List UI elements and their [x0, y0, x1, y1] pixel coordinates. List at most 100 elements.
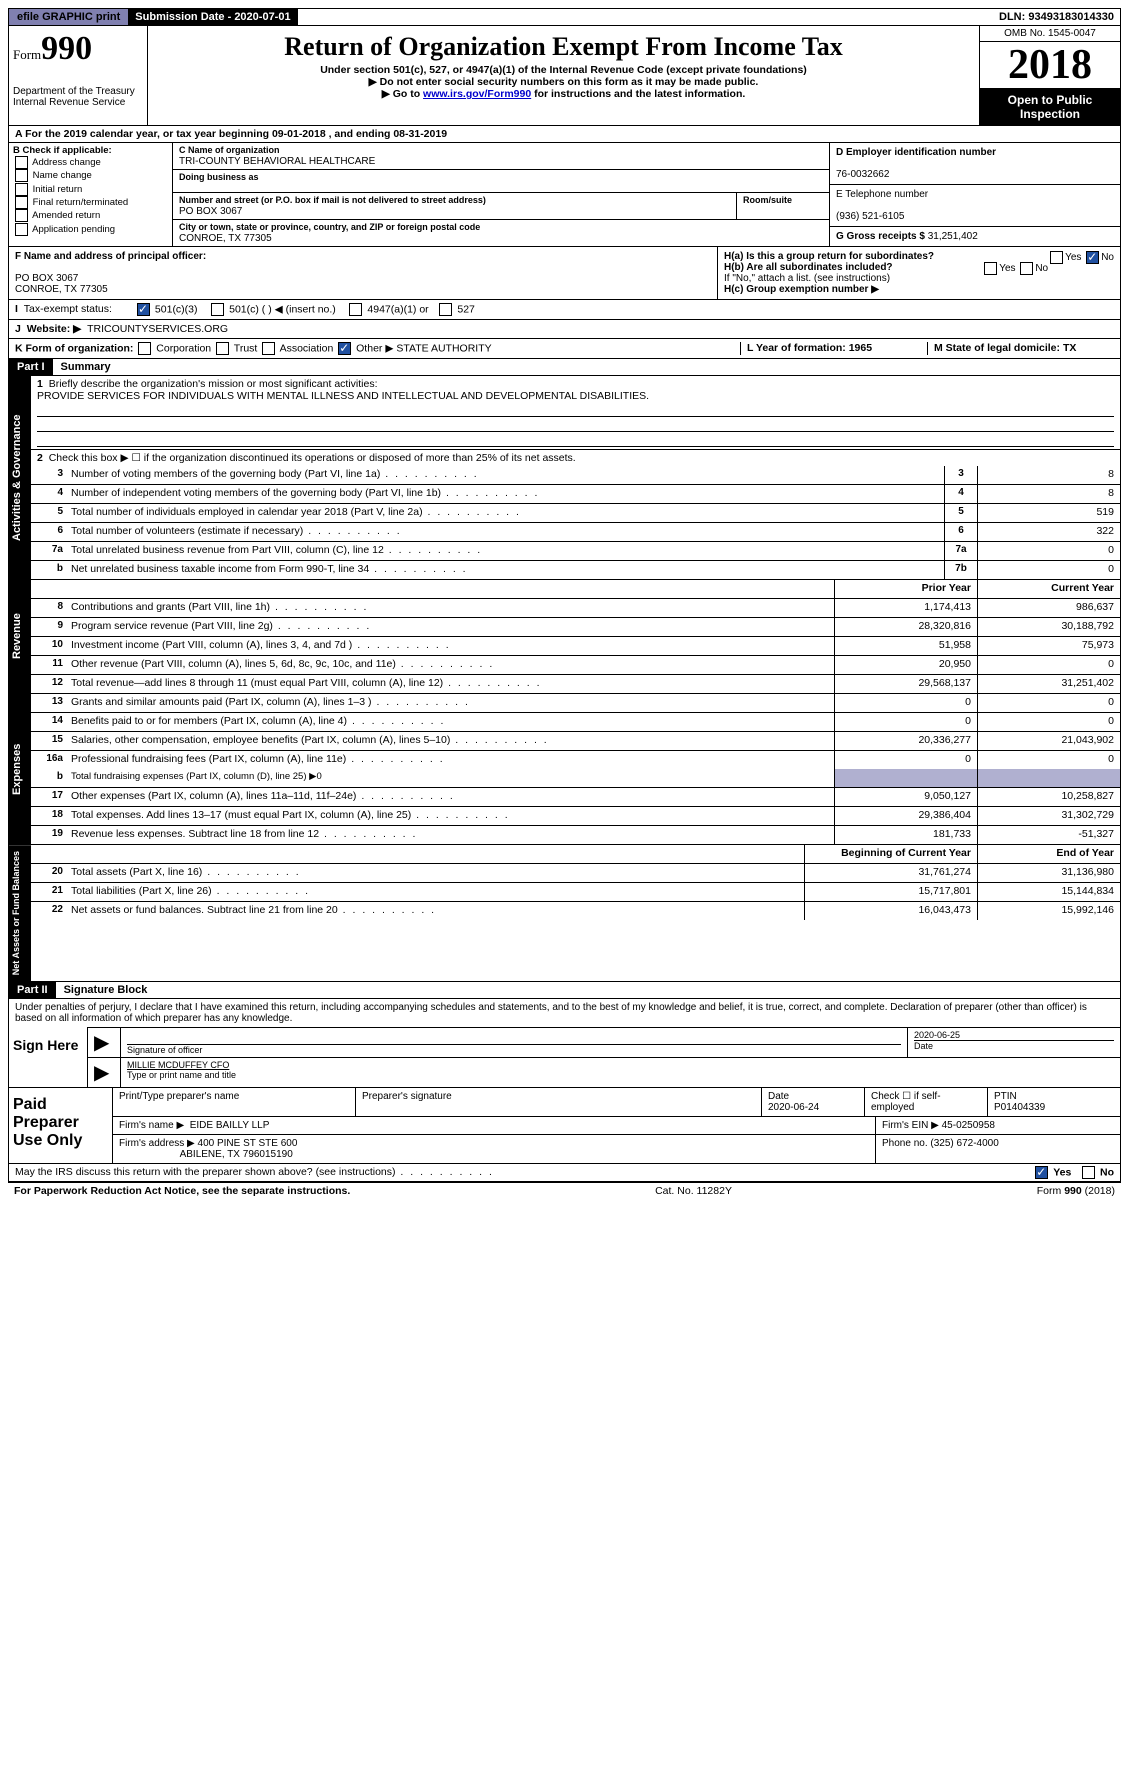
chk-corp[interactable] [138, 342, 151, 355]
website-value: TRICOUNTYSERVICES.ORG [87, 323, 228, 335]
subtitle-3: Go to www.irs.gov/Form990 for instructio… [152, 88, 975, 100]
side-expenses: Expenses [9, 694, 31, 844]
row-j-website: J Website: ▶ TRICOUNTYSERVICES.ORG [8, 320, 1121, 339]
subtitle-2: Do not enter social security numbers on … [152, 76, 975, 88]
officer-name-title: MILLIE MCDUFFEY CFO [127, 1060, 229, 1070]
data-line: 13Grants and similar amounts paid (Part … [31, 694, 1120, 713]
submission-date: Submission Date - 2020-07-01 [129, 9, 297, 25]
part-i-header: Part I Summary [8, 359, 1121, 376]
dept-label: Department of the Treasury Internal Reve… [13, 86, 143, 108]
state-domicile: M State of legal domicile: TX [927, 342, 1114, 355]
chk-address-change[interactable]: Address change [13, 156, 168, 169]
subtitle-1: Under section 501(c), 527, or 4947(a)(1)… [152, 64, 975, 76]
prep-name-label: Print/Type preparer's name [113, 1088, 356, 1116]
org-address: PO BOX 3067 [179, 206, 242, 217]
firm-name: EIDE BAILLY LLP [190, 1120, 270, 1131]
prep-date: 2020-06-24 [768, 1102, 819, 1113]
chk-527[interactable] [439, 303, 452, 316]
sign-here-label: Sign Here [9, 1027, 88, 1087]
data-line: 12Total revenue—add lines 8 through 11 (… [31, 675, 1120, 693]
chk-name-change[interactable]: Name change [13, 169, 168, 182]
prep-sig-label: Preparer's signature [356, 1088, 762, 1116]
gross-label: G Gross receipts $ [836, 231, 928, 242]
open-public-badge: Open to Public Inspection [980, 89, 1120, 125]
officer-label: F Name and address of principal officer: [15, 251, 206, 262]
chk-501c3[interactable] [137, 303, 150, 316]
side-net: Net Assets or Fund Balances [9, 845, 31, 981]
section-revenue: Revenue Prior Year Current Year 8Contrib… [8, 580, 1121, 694]
gov-line: 6Total number of volunteers (estimate if… [31, 523, 1120, 542]
row-a-tax-year: A For the 2019 calendar year, or tax yea… [8, 126, 1121, 143]
chk-trust[interactable] [216, 342, 229, 355]
ein-value: 76-0032662 [836, 169, 889, 180]
declaration-text: Under penalties of perjury, I declare th… [9, 999, 1120, 1027]
year-formation: L Year of formation: 1965 [740, 342, 927, 355]
irs-link[interactable]: www.irs.gov/Form990 [423, 88, 531, 100]
footer: For Paperwork Reduction Act Notice, see … [8, 1182, 1121, 1199]
firm-phone: (325) 672-4000 [930, 1138, 998, 1149]
chk-other[interactable] [338, 342, 351, 355]
col-b-checkboxes: B Check if applicable: Address change Na… [9, 143, 173, 246]
tax-year: 2018 [980, 42, 1120, 89]
ein-label: D Employer identification number [836, 147, 996, 158]
firm-addr1: 400 PINE ST STE 600 [198, 1138, 298, 1149]
addr-label: Number and street (or P.O. box if mail i… [179, 195, 486, 205]
date-label: Date [914, 1040, 1114, 1051]
org-name-label: C Name of organization [179, 145, 280, 155]
dln: DLN: 93493183014330 [993, 9, 1120, 25]
section-governance: Activities & Governance 1 Briefly descri… [8, 376, 1121, 580]
col-current-year: Current Year [977, 580, 1120, 598]
col-end-year: End of Year [977, 845, 1120, 863]
row-i-tax-status: I Tax-exempt status: 501(c)(3) 501(c) ( … [8, 300, 1121, 320]
h-c: H(c) Group exemption number ▶ [724, 284, 1114, 295]
row-fh: F Name and address of principal officer:… [8, 247, 1121, 300]
chk-final-return[interactable]: Final return/terminated [13, 196, 168, 209]
col-begin-year: Beginning of Current Year [804, 845, 977, 863]
data-line: 8Contributions and grants (Part VIII, li… [31, 599, 1120, 618]
data-line: 15Salaries, other compensation, employee… [31, 732, 1120, 751]
discuss-row: May the IRS discuss this return with the… [8, 1164, 1121, 1182]
data-line: 10Investment income (Part VIII, column (… [31, 637, 1120, 656]
side-revenue: Revenue [9, 580, 31, 693]
chk-initial-return[interactable]: Initial return [13, 183, 168, 196]
data-line: 22Net assets or fund balances. Subtract … [31, 902, 1120, 920]
room-label: Room/suite [743, 195, 792, 205]
line-16b: Total fundraising expenses (Part IX, col… [67, 769, 834, 787]
org-name: TRI-COUNTY BEHAVIORAL HEALTHCARE [179, 156, 375, 167]
line-2: Check this box ▶ ☐ if the organization d… [49, 452, 576, 464]
tel-value: (936) 521-6105 [836, 211, 904, 222]
chk-assoc[interactable] [262, 342, 275, 355]
tel-label: E Telephone number [836, 189, 928, 200]
omb-number: OMB No. 1545-0047 [980, 26, 1120, 42]
chk-501c[interactable] [211, 303, 224, 316]
type-name-label: Type or print name and title [127, 1070, 1114, 1080]
self-employed-check[interactable]: Check ☐ if self-employed [865, 1088, 988, 1116]
data-line: 14Benefits paid to or for members (Part … [31, 713, 1120, 732]
chk-amended[interactable]: Amended return [13, 209, 168, 222]
discuss-yes[interactable] [1035, 1166, 1048, 1179]
form-ref: Form 990 (2018) [1037, 1185, 1115, 1197]
form-number: Form990 [13, 30, 143, 68]
gov-line: 7aTotal unrelated business revenue from … [31, 542, 1120, 561]
form-header: Form990 Department of the Treasury Inter… [8, 26, 1121, 126]
discuss-no[interactable] [1082, 1166, 1095, 1179]
firm-ein: 45-0250958 [942, 1120, 995, 1131]
chk-app-pending[interactable]: Application pending [13, 223, 168, 236]
org-city: CONROE, TX 77305 [179, 233, 272, 244]
data-line: 9Program service revenue (Part VIII, lin… [31, 618, 1120, 637]
block-bcd: B Check if applicable: Address change Na… [8, 143, 1121, 247]
dba-label: Doing business as [179, 172, 259, 182]
paid-preparer-block: Paid Preparer Use Only Print/Type prepar… [8, 1088, 1121, 1164]
data-line: 21Total liabilities (Part X, line 26)15,… [31, 883, 1120, 902]
chk-4947[interactable] [349, 303, 362, 316]
data-line: 11Other revenue (Part VIII, column (A), … [31, 656, 1120, 675]
data-line: 18Total expenses. Add lines 13–17 (must … [31, 807, 1120, 826]
efile-button[interactable]: efile GRAPHIC print [9, 9, 129, 25]
form-title: Return of Organization Exempt From Incom… [152, 32, 975, 62]
side-governance: Activities & Governance [9, 376, 31, 579]
top-bar: efile GRAPHIC print Submission Date - 20… [8, 8, 1121, 26]
gov-line: bNet unrelated business taxable income f… [31, 561, 1120, 579]
firm-addr2: ABILENE, TX 796015190 [180, 1149, 293, 1160]
sig-date: 2020-06-25 [914, 1030, 960, 1040]
sig-officer-label: Signature of officer [127, 1044, 901, 1055]
